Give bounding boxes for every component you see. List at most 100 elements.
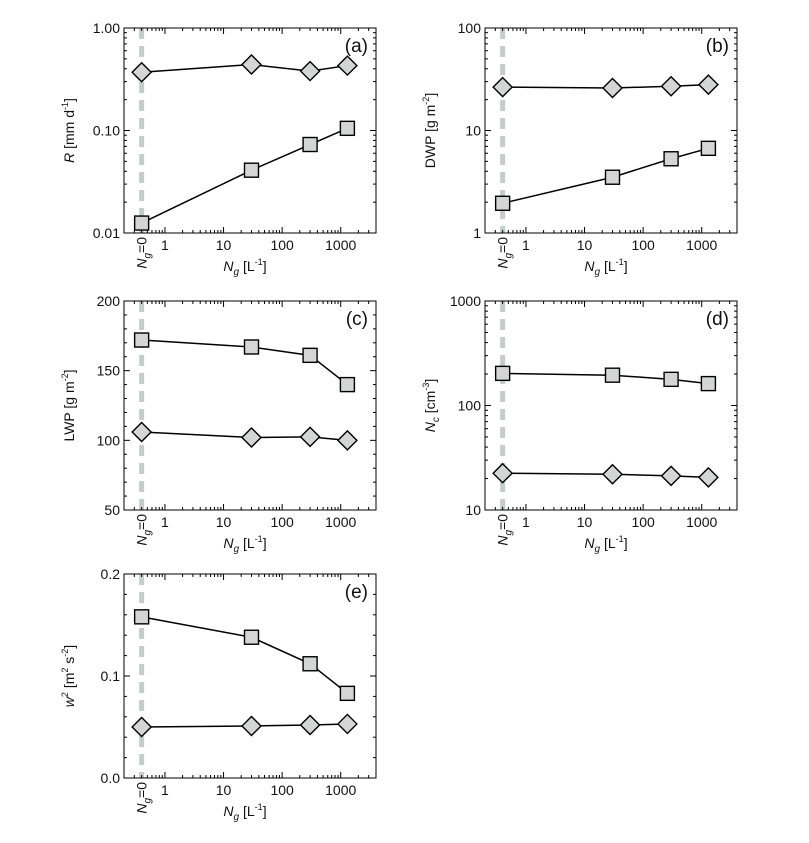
- x-tick-label: 1000: [325, 237, 356, 253]
- x-tick-label: 100: [270, 514, 294, 530]
- square-marker: [494, 365, 511, 382]
- square-marker: [243, 162, 260, 178]
- axes-frame: [123, 300, 377, 511]
- series-line-square: [141, 616, 348, 694]
- square-marker: [700, 140, 717, 157]
- panel-label: (a): [345, 36, 368, 57]
- square-marker: [302, 347, 318, 364]
- diamond-marker: [131, 716, 153, 738]
- diamond-marker: [299, 714, 321, 736]
- y-axis-label: DWP [g m-2]: [421, 93, 438, 168]
- axes-frame: [484, 27, 738, 234]
- x-tick-label: 100: [631, 514, 655, 530]
- square-marker: [339, 685, 356, 702]
- series-line-square: [502, 147, 709, 205]
- panel-label: (e): [345, 582, 368, 603]
- ng-zero-label: Ng=0: [495, 514, 515, 546]
- diamond-marker: [336, 429, 358, 451]
- diamond-marker: [492, 462, 514, 484]
- diamond-marker: [697, 466, 719, 488]
- x-tick-label: 1: [161, 514, 169, 530]
- x-axis-label: Ng [L-1]: [584, 257, 627, 278]
- panel-label: (c): [346, 309, 368, 330]
- y-tick-label: 0.01: [93, 225, 120, 241]
- x-tick-label: 100: [270, 782, 294, 798]
- y-tick-label: 10: [465, 502, 481, 518]
- x-tick-label: 1000: [686, 514, 717, 530]
- x-tick-label: 1000: [686, 237, 717, 253]
- square-marker: [604, 367, 621, 383]
- y-tick-label: 1000: [450, 293, 481, 309]
- diamond-marker: [336, 713, 358, 735]
- ng-zero-label: Ng=0: [134, 514, 154, 546]
- panel-e: 1 10 100 1000 Ng=0 Ng [L-1] 0.0 0.1 0.2 w2 [m2 s-…: [60, 566, 377, 823]
- panel-a: 1 10 100 1000 Ng=0 Ng [L-1] 0.01 0.10 1.00 R [mm …: [60, 20, 377, 278]
- panel-b: 1 10 100 1000 Ng=0 Ng [L-1] 1 10 100 DWP [g m-2] (…: [421, 20, 738, 278]
- square-marker: [663, 151, 679, 167]
- y-tick-label: 1: [473, 225, 481, 241]
- panel-label: (b): [706, 36, 729, 57]
- square-marker: [700, 375, 717, 392]
- series-line-diamond: [502, 83, 709, 89]
- square-marker: [302, 656, 318, 672]
- diamond-marker: [602, 463, 623, 485]
- x-tick-label: 10: [216, 514, 232, 530]
- y-tick-label: 100: [458, 20, 482, 36]
- series-line-square: [502, 372, 709, 385]
- diamond-marker: [660, 75, 682, 97]
- square-marker: [663, 371, 679, 388]
- x-tick-label: 1: [522, 237, 530, 253]
- diamond-marker: [241, 427, 262, 449]
- y-tick-label: 100: [458, 398, 482, 414]
- y-tick-label: 50: [104, 502, 120, 518]
- y-axis-label: R [mm d-1]: [60, 98, 77, 163]
- series-line-diamond: [141, 723, 348, 728]
- axes-frame: [123, 573, 377, 779]
- square-marker: [243, 339, 260, 355]
- square-marker: [133, 609, 150, 625]
- y-tick-label: 150: [97, 363, 121, 379]
- x-tick-label: 100: [631, 237, 655, 253]
- diamond-marker: [299, 426, 321, 448]
- square-marker: [133, 215, 150, 231]
- panel-d: 1 10 100 1000 Ng=0 Ng [L-1] 10 100 1000 Nc [cm-3]…: [421, 293, 738, 555]
- y-tick-label: 0.2: [101, 566, 121, 582]
- x-tick-label: 10: [577, 237, 593, 253]
- x-axis-label: Ng [L-1]: [223, 257, 266, 278]
- x-tick-label: 100: [270, 237, 294, 253]
- square-marker: [604, 169, 621, 185]
- diamond-marker: [660, 465, 682, 487]
- diamond-marker: [336, 55, 358, 77]
- x-tick-label: 10: [577, 514, 593, 530]
- square-marker: [339, 376, 356, 393]
- square-marker: [133, 332, 150, 348]
- series-line-diamond: [141, 63, 348, 74]
- square-marker: [339, 120, 356, 137]
- panel-c: 1 10 100 1000 Ng=0 Ng [L-1] 50 100 150 200 LWP [g …: [60, 293, 377, 555]
- square-marker: [302, 136, 318, 153]
- y-axis-label: Nc [cm-3]: [421, 379, 442, 432]
- diamond-marker: [299, 60, 321, 82]
- diamond-marker: [131, 421, 153, 443]
- ng-zero-label: Ng=0: [134, 782, 154, 814]
- x-axis-label: Ng [L-1]: [584, 534, 627, 555]
- x-axis-label: Ng [L-1]: [223, 534, 266, 555]
- x-tick-label: 1: [522, 514, 530, 530]
- panel-label: (d): [706, 309, 729, 330]
- square-marker: [494, 195, 511, 211]
- y-tick-label: 0.10: [93, 123, 120, 139]
- series-line-diamond: [141, 431, 348, 442]
- series-line-square: [141, 339, 348, 386]
- x-tick-label: 1: [161, 782, 169, 798]
- x-tick-label: 10: [216, 237, 232, 253]
- diamond-marker: [492, 76, 514, 98]
- y-axis-label: w2 [m2 s-2]: [60, 645, 77, 707]
- y-axis-label: LWP [g m-2]: [60, 369, 77, 441]
- x-tick-label: 1000: [325, 514, 356, 530]
- x-axis-label: Ng [L-1]: [223, 802, 266, 823]
- ng-zero-label: Ng=0: [134, 237, 154, 269]
- diamond-marker: [602, 77, 623, 99]
- ng-zero-label: Ng=0: [495, 237, 515, 269]
- x-tick-label: 1: [161, 237, 169, 253]
